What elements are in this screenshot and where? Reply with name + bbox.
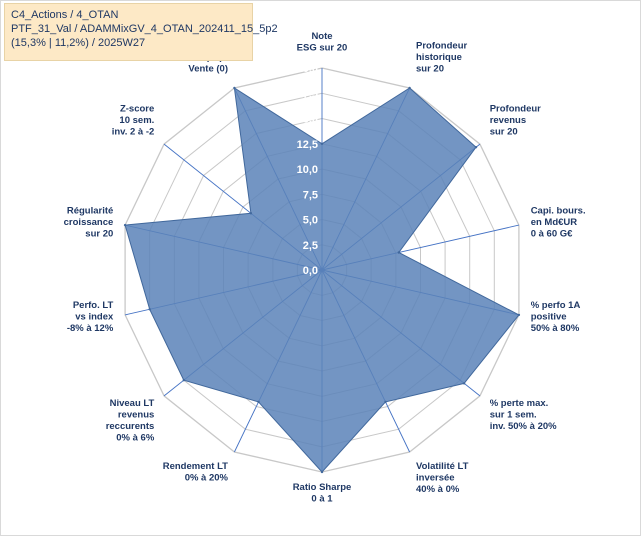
data-point (320, 142, 324, 145)
data-point (182, 379, 185, 382)
axis-label-line: croissance (64, 217, 114, 228)
axis-label: Capi. bours.en Md€UR0 à 60 G€ (531, 206, 586, 240)
tick-label: 17,5 (297, 88, 318, 100)
radar-tick-labels: 0,0 2,5 5,0 7,5 10,0 12,5 15,0 17,5 20,0 (297, 63, 318, 277)
axis-label-line: Rendement LT (163, 461, 228, 472)
axis-label-line: 0% à 20% (185, 473, 229, 484)
axis-label-line: sur 20 (416, 64, 444, 75)
tick-label: 10,0 (297, 164, 318, 176)
axis-label-line: 0 à 60 G€ (531, 229, 573, 240)
axis-label-line: 10 sem. (119, 115, 154, 126)
data-point (462, 382, 466, 385)
tick-label: 20,0 (297, 63, 318, 75)
axis-label-line: reccurents (106, 421, 155, 432)
data-point (397, 251, 400, 254)
tick-label: 2,5 (303, 240, 318, 252)
data-point (123, 223, 127, 227)
tick-label: 15,0 (297, 114, 318, 126)
axis-label-line: sur 20 (490, 126, 518, 137)
info-line-portfolio: PTF_31_Val / ADAMMixGV_4_OTAN_202411_15_… (11, 23, 278, 35)
tick-label: 5,0 (303, 215, 318, 227)
portfolio-info-box: C4_Actions / 4_OTAN PTF_31_Val / ADAMMix… (4, 3, 278, 61)
data-point (517, 313, 521, 317)
data-point (408, 86, 411, 90)
axis-label-line: historique (416, 52, 462, 63)
axis-label-line: Vente (0) (188, 64, 228, 75)
axis-label-line: % perfo 1A (531, 300, 581, 311)
axis-label-line: 0 à 1 (311, 494, 333, 505)
axis-label-line: Capi. bours. (531, 206, 586, 217)
axis-label-line: Perfo. LT (73, 300, 114, 311)
axis-label-line: revenus (490, 115, 526, 126)
axis-label-line: en Md€UR (531, 217, 578, 228)
axis-label-line: % perte max. (490, 398, 549, 409)
axis-label-line: Régularité (67, 206, 113, 217)
data-point (257, 400, 260, 404)
axis-label: Rendement LT0% à 20% (163, 461, 229, 484)
data-point (474, 146, 478, 149)
axis-label-line: Ratio Sharpe (293, 482, 352, 493)
info-line-performance: (15,3% | 11,2%) / 2025W27 (11, 37, 146, 49)
axis-label-line: inv. 2 à -2 (112, 126, 155, 137)
axis-label-line: vs index (75, 311, 114, 322)
axis-label-line: positive (531, 311, 567, 322)
data-point (384, 400, 387, 404)
axis-label-line: Niveau LT (110, 398, 155, 409)
tick-label: 12,5 (297, 139, 318, 151)
axis-label-line: sur 1 sem. (490, 410, 537, 421)
axis-label-line: ESG sur 20 (297, 43, 348, 54)
axis-label-line: 0% à 6% (116, 433, 155, 444)
axis-label-line: Volatilité LT (416, 461, 469, 472)
info-line-category: C4_Actions / 4_OTAN (11, 9, 119, 21)
tick-label: 7,5 (303, 189, 318, 201)
data-point (148, 308, 151, 311)
data-point (233, 86, 236, 90)
axis-label-line: 50% à 80% (531, 323, 580, 334)
axis-label-line: inv. 50% à 20% (490, 421, 557, 432)
axis-label-line: Profondeur (490, 103, 541, 114)
axis-label-line: Note (311, 31, 332, 42)
axis-label-line: 40% à 0% (416, 484, 460, 495)
data-point (320, 470, 324, 474)
axis-label-line: sur 20 (85, 229, 113, 240)
tick-label: 0,0 (303, 265, 318, 277)
axis-label-line: Z-score (120, 103, 154, 114)
axis-label: % perte max.sur 1 sem.inv. 50% à 20% (490, 398, 557, 432)
axis-label-line: -8% à 12% (67, 323, 114, 334)
axis-label-line: Profondeur (416, 41, 467, 52)
radar-series (123, 86, 521, 474)
data-point (249, 212, 253, 215)
axis-label-line: revenus (118, 410, 154, 421)
axis-label-line: inversée (416, 473, 455, 484)
series-area (124, 87, 520, 473)
